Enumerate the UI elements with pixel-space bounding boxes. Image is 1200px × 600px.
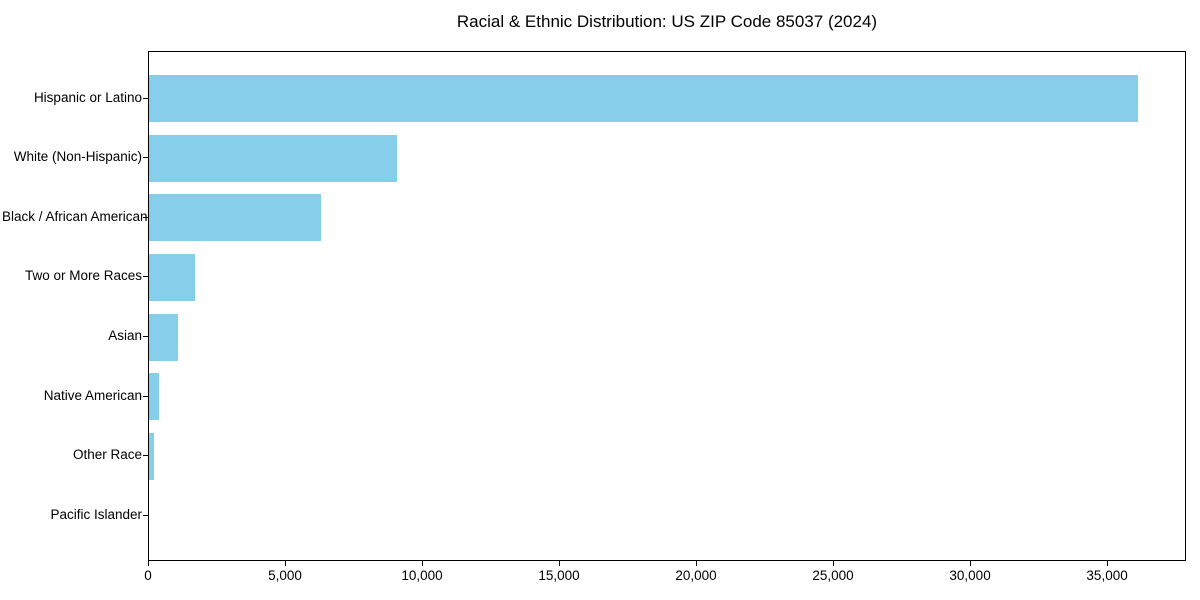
chart-title: Racial & Ethnic Distribution: US ZIP Cod… xyxy=(456,12,878,31)
bar-hispanic-or-latino xyxy=(149,75,1139,122)
y-tick-mark xyxy=(143,276,148,278)
x-tick-mark xyxy=(833,561,835,566)
bar-native-american xyxy=(149,373,160,421)
y-axis-label-other-race: Other Race xyxy=(72,447,142,463)
y-axis-label-hispanic-or-latino: Hispanic or Latino xyxy=(33,89,142,105)
x-tick-mark xyxy=(559,561,561,566)
x-tick-label-30000: 30,000 xyxy=(949,568,991,583)
y-tick-mark xyxy=(143,514,148,516)
x-tick-label-0: 0 xyxy=(144,568,152,583)
x-tick-mark xyxy=(422,561,424,566)
bar-black-african-american xyxy=(149,194,321,242)
x-tick-label-20000: 20,000 xyxy=(675,568,717,583)
x-tick-mark xyxy=(970,561,972,566)
y-tick-mark xyxy=(143,336,148,338)
bar-two-or-more-races xyxy=(149,253,196,301)
y-axis-label-two-or-more-races: Two or More Races xyxy=(24,268,142,284)
bar-other-race xyxy=(149,432,154,480)
x-tick-label-5000: 5,000 xyxy=(268,568,302,583)
bar-white-non-hispanic xyxy=(149,134,397,182)
y-tick-mark xyxy=(143,216,148,218)
y-tick-mark xyxy=(143,157,148,159)
x-tick-label-35000: 35,000 xyxy=(1086,568,1128,583)
y-axis-label-black-african-american: Black / African American xyxy=(2,208,148,224)
y-tick-mark xyxy=(143,97,148,99)
y-axis-label-native-american: Native American xyxy=(43,387,142,403)
y-axis-label-asian: Asian xyxy=(108,328,142,344)
x-tick-mark xyxy=(148,561,149,566)
x-tick-mark xyxy=(696,561,698,566)
y-axis-label-pacific-islander: Pacific Islander xyxy=(50,506,142,522)
x-tick-label-10000: 10,000 xyxy=(401,568,443,583)
plot-area xyxy=(148,51,1186,561)
y-axis-label-white-non-hispanic: White (Non-Hispanic) xyxy=(13,149,142,165)
bar-asian xyxy=(149,313,179,361)
y-tick-mark xyxy=(143,395,148,397)
x-tick-label-25000: 25,000 xyxy=(812,568,854,583)
x-tick-mark xyxy=(285,561,286,566)
y-tick-mark xyxy=(143,455,148,457)
x-tick-label-15000: 15,000 xyxy=(538,568,580,583)
x-tick-mark xyxy=(1107,561,1109,566)
